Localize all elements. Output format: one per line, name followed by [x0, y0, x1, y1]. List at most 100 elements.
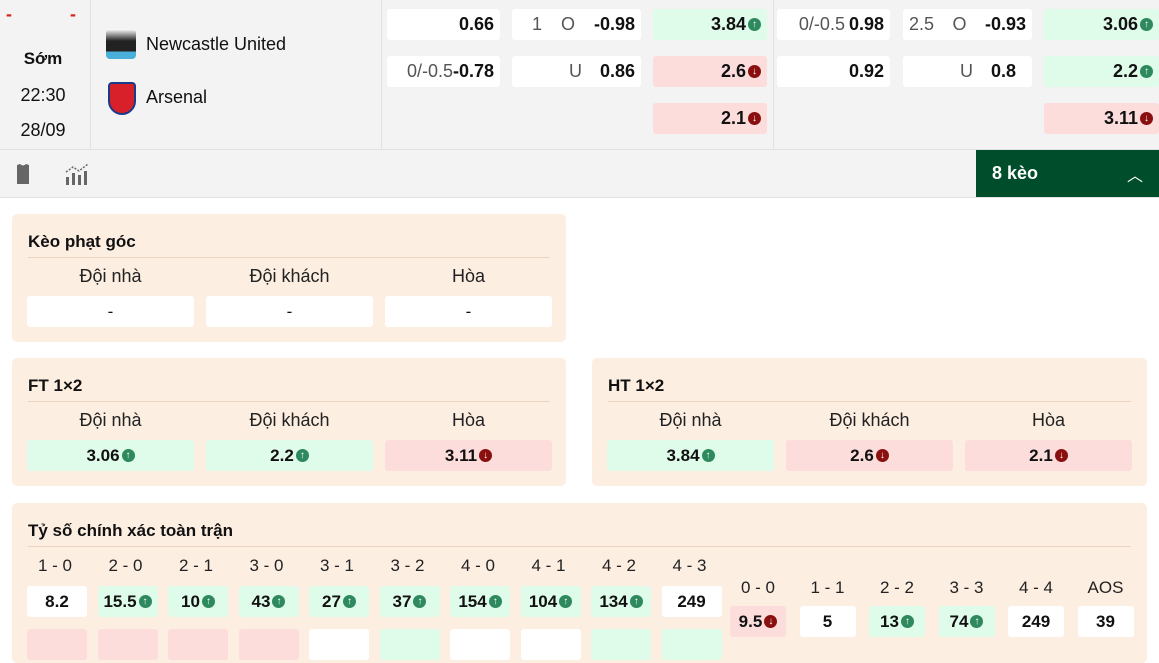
- column-label: Đội khách: [249, 410, 330, 430]
- ht-1x2-draw[interactable]: 3.11 ↓: [1044, 103, 1159, 134]
- ht-ou-under[interactable]: U 0.8: [903, 56, 1032, 87]
- score-odds: 37: [392, 591, 412, 611]
- odds-value: 2.6: [850, 445, 874, 465]
- score-label: 2 - 0: [108, 556, 143, 575]
- arrow-down-icon: ↓: [748, 112, 761, 125]
- score-odds: 27: [322, 591, 341, 611]
- odds-value: 3.06: [86, 445, 120, 465]
- arrow-up-icon: ↑: [748, 18, 761, 31]
- odds-cell[interactable]: 2.6 ↓: [786, 440, 953, 471]
- score-label: 4 - 4: [1018, 578, 1054, 597]
- score-odds-cell[interactable]: 154 ↑: [450, 586, 510, 617]
- away-score: -: [70, 4, 76, 24]
- score-odds-cell[interactable]: 8.2: [27, 586, 87, 617]
- score-odds: 43: [251, 591, 271, 611]
- odds-cell[interactable]: 2.2 ↑: [206, 440, 373, 471]
- arrow-up-icon: ↑: [1140, 18, 1153, 31]
- ht-ou-over[interactable]: 2.5 O -0.93: [903, 9, 1032, 40]
- column-label: Đội nhà: [79, 266, 142, 286]
- column-label: Hòa: [451, 410, 486, 430]
- column-label: Đội khách: [829, 410, 910, 430]
- panel-title: FT 1×2: [28, 376, 83, 395]
- newcastle-logo: [106, 29, 136, 59]
- arrow-up-icon: ↑: [970, 615, 984, 628]
- odds-cell[interactable]: 3.84 ↑: [607, 440, 774, 471]
- ft-ou-over[interactable]: 1 O -0.98: [512, 9, 641, 40]
- score-odds: 5: [822, 611, 833, 631]
- odds-cell[interactable]: 3.11 ↓: [385, 440, 552, 471]
- score-odds: 249: [1021, 611, 1051, 631]
- score-odds-cell[interactable]: 27 ↑: [309, 586, 369, 617]
- score-label: 0 - 0: [740, 578, 776, 597]
- score-odds-cell[interactable]: 15.5 ↑: [97, 586, 158, 617]
- match-time: 22:30: [20, 85, 66, 105]
- score-label: 4 - 2: [601, 556, 637, 575]
- away-team-name[interactable]: Arsenal: [146, 87, 208, 107]
- score-odds-cell[interactable]: 10 ↑: [168, 586, 228, 617]
- ht-1x2-home[interactable]: 3.06 ↑: [1044, 9, 1159, 40]
- score-odds-cell[interactable]: 13 ↑: [869, 606, 925, 637]
- arrow-up-icon: ↑: [701, 449, 715, 462]
- score-odds-cell[interactable]: 104 ↑: [520, 586, 581, 617]
- ft-1x2-draw[interactable]: 2.1 ↓: [653, 103, 767, 134]
- correct-score-panel: Tỷ số chính xác toàn trận 1 - 0 8.2 2 - 0 1…: [12, 503, 1147, 663]
- home-team-name[interactable]: Newcastle United: [146, 34, 287, 54]
- odds-cell[interactable]: -: [206, 296, 373, 327]
- ht-hdp-away[interactable]: 0.92: [777, 56, 890, 87]
- match-row: - - Sớm 22:30 28/09 Newcastle United Ars…: [0, 0, 1159, 150]
- score-odds: 13: [880, 611, 899, 631]
- arrow-down-icon: ↓: [764, 615, 778, 628]
- score-odds-cell[interactable]: 37 ↑: [379, 586, 440, 617]
- score-odds-cell[interactable]: 39: [1077, 606, 1134, 637]
- score-label: 3 - 0: [249, 556, 284, 575]
- odds-value: 3.11: [444, 445, 478, 465]
- odds-cell[interactable]: 2.1 ↓: [965, 440, 1132, 471]
- arrow-up-icon: ↑: [272, 595, 286, 608]
- ft-ou-under[interactable]: U 0.86: [512, 56, 641, 87]
- ht-1x2-away[interactable]: 2.2 ↑: [1044, 56, 1159, 87]
- score-odds: 10: [181, 591, 200, 611]
- score-odds: 104: [528, 591, 558, 611]
- column-label: Đội nhà: [659, 410, 722, 430]
- arrow-down-icon: ↓: [875, 449, 889, 462]
- column-label: Hòa: [451, 266, 486, 286]
- score-label: 4 - 3: [672, 556, 707, 575]
- arrow-down-icon: ↓: [1054, 449, 1068, 462]
- score-label: AOS: [1087, 578, 1124, 597]
- ft-hdp-home[interactable]: 0.66: [387, 9, 500, 40]
- score-odds: 9.5: [738, 611, 763, 631]
- ft-1x2-away[interactable]: 2.6 ↓: [653, 56, 767, 87]
- score-odds-cell[interactable]: 74 ↑: [938, 606, 995, 637]
- stats-chart-icon[interactable]: [64, 162, 92, 186]
- arrow-down-icon: ↓: [748, 65, 761, 78]
- odds-cell[interactable]: -: [27, 296, 194, 327]
- arrow-up-icon: ↑: [342, 595, 356, 608]
- odds-value: 2.1: [1029, 445, 1053, 465]
- jersey-icon[interactable]: [12, 163, 34, 185]
- arrow-up-icon: ↑: [1140, 65, 1153, 78]
- chevron-up-icon: ︿: [1126, 167, 1143, 185]
- score-odds-cell[interactable]: 249: [1008, 606, 1064, 637]
- score-odds: 249: [677, 591, 706, 611]
- panel-title: Kèo phạt góc: [28, 232, 136, 251]
- score-odds-cell[interactable]: 9.5 ↓: [730, 606, 786, 637]
- corner-kick-panel: Kèo phạt góc Đội nhà - Đội khách - Hòa -: [12, 214, 566, 342]
- score-odds-cell[interactable]: 134 ↑: [591, 586, 651, 617]
- ht-hdp-home[interactable]: 0/-0.5 0.98: [777, 9, 890, 40]
- toolbar: 8 kèo ︿: [0, 150, 1159, 198]
- ft-hdp-away[interactable]: 0/-0.5 -0.78: [387, 56, 500, 87]
- score-odds-cell[interactable]: 249: [661, 586, 722, 617]
- odds-cell[interactable]: 3.06 ↑: [27, 440, 194, 471]
- match-date: 28/09: [20, 120, 66, 140]
- ft-1x2-home[interactable]: 3.84 ↑: [653, 9, 767, 40]
- ht-1x2-panel: HT 1×2 Đội nhà 3.84 ↑ Đội khách 2.6 ↓ Hòa 2.1 ↓: [592, 358, 1147, 486]
- score-odds-cell[interactable]: 43 ↑: [238, 586, 299, 617]
- score-label: 4 - 1: [531, 556, 566, 575]
- score-odds: 74: [949, 611, 969, 631]
- home-score: -: [6, 4, 12, 24]
- markets-toggle-button[interactable]: 8 kèo ︿: [976, 150, 1159, 197]
- score-label: 1 - 0: [37, 556, 73, 575]
- arsenal-logo: [108, 82, 136, 115]
- odds-cell[interactable]: -: [385, 296, 552, 327]
- score-odds-cell[interactable]: 5: [799, 606, 856, 637]
